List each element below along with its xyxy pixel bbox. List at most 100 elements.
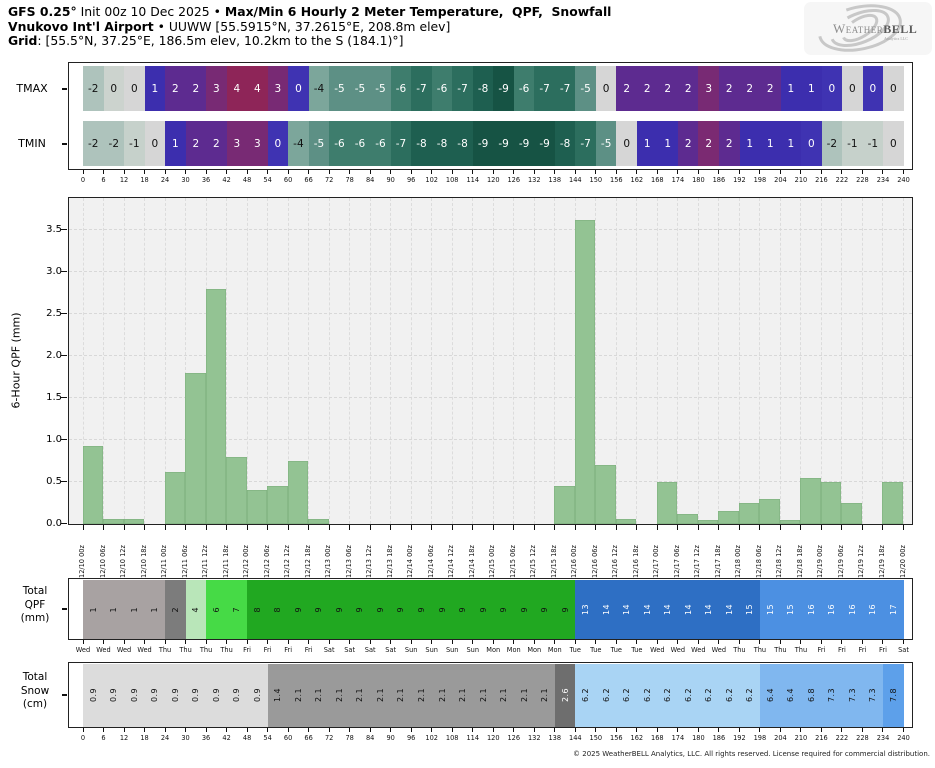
vertical-gridline <box>656 198 658 524</box>
axis-tick <box>164 728 166 732</box>
qpf-total-cell: 9 <box>493 580 514 639</box>
hour-label: 180 <box>692 734 705 742</box>
qpf-total-cell: 9 <box>349 580 371 639</box>
vertical-gridline <box>882 198 884 524</box>
tmin-cell: 3 <box>247 121 268 166</box>
axis-tick <box>62 143 67 145</box>
qpf-total-cell: 9 <box>288 580 309 639</box>
tmax-cell: 2 <box>760 66 781 111</box>
tmax-cell: 3 <box>698 66 719 111</box>
tmin-cell: -6 <box>349 121 371 166</box>
hour-label: 144 <box>569 734 582 742</box>
hour-label: 18 <box>140 176 149 184</box>
axis-tick <box>841 728 843 732</box>
tmax-cell: 2 <box>718 66 740 111</box>
strip-label-line: (cm) <box>22 698 48 710</box>
title-line-3: Grid: [55.5°N, 37.25°E, 186.5m elev, 10.… <box>8 33 611 49</box>
axis-tick <box>205 640 207 644</box>
vertical-gridline <box>308 198 310 524</box>
axis-tick <box>144 640 146 644</box>
hour-label: 132 <box>527 176 541 184</box>
tmax-cell: 0 <box>288 66 309 111</box>
qpf-total-cell: 13 <box>575 580 596 639</box>
qpf-total-cell: 14 <box>677 580 699 639</box>
tmax-cell: 0 <box>103 66 125 111</box>
date-label: 12/10 06z <box>98 545 107 578</box>
snow-total-cell: 2.1 <box>288 664 309 727</box>
hour-label: 240 <box>897 176 910 184</box>
day-label: Mon <box>486 646 501 654</box>
axis-tick <box>308 525 310 530</box>
hour-label: 108 <box>445 176 459 184</box>
day-label: Sat <box>898 646 909 654</box>
axis-tick <box>882 728 884 732</box>
axis-tick <box>144 170 146 174</box>
snow-total-cell: 0.9 <box>103 664 125 727</box>
hour-label: 192 <box>733 734 746 742</box>
qpf-bar <box>226 456 247 524</box>
axis-tick <box>861 525 863 530</box>
day-label: Mon <box>506 646 521 654</box>
vertical-gridline <box>410 198 412 524</box>
date-label: 12/15 06z <box>508 545 517 578</box>
hour-label: 84 <box>365 734 375 742</box>
axis-tick <box>554 640 556 644</box>
day-label: Wed <box>670 646 686 654</box>
snow-total-cell: 7.8 <box>883 664 904 727</box>
date-label: 12/17 12z <box>693 545 702 578</box>
vertical-gridline <box>246 198 248 524</box>
date-label: 12/15 00z <box>488 545 497 578</box>
axis-tick <box>533 728 535 732</box>
axis-tick <box>349 728 351 732</box>
hour-label: 162 <box>630 734 644 742</box>
hour-label: 186 <box>712 176 726 184</box>
axis-tick <box>759 728 761 732</box>
qpf-total-cell: 1 <box>144 580 166 639</box>
axis-tick <box>738 640 740 644</box>
tmax-cell: 0 <box>883 66 904 111</box>
hour-label: 120 <box>486 176 500 184</box>
vertical-gridline <box>103 198 104 524</box>
day-label: Wed <box>116 646 132 654</box>
axis-tick <box>738 170 740 174</box>
axis-tick <box>185 170 187 174</box>
axis-tick <box>308 170 310 174</box>
chart-title: Max/Min 6 Hourly 2 Meter Temperature, QP… <box>224 4 612 19</box>
axis-tick <box>61 396 67 399</box>
qpf-total-cell: 14 <box>718 580 740 639</box>
date-label: 12/16 06z <box>590 545 599 578</box>
tmin-cell: 0 <box>267 121 289 166</box>
tmin-cell: 1 <box>636 121 658 166</box>
date-label: 12/10 18z <box>139 545 148 578</box>
tmax-cell: 4 <box>226 66 248 111</box>
day-label: Fri <box>858 646 867 654</box>
tmax-cell: 1 <box>801 66 822 111</box>
snow-total-cell: 2.1 <box>493 664 514 727</box>
axis-tick <box>62 88 67 90</box>
axis-tick <box>513 640 515 644</box>
axis-tick <box>267 525 269 530</box>
qpf-bar <box>595 465 616 524</box>
qpf-total-cell: 15 <box>739 580 761 639</box>
qpf-bar <box>287 461 309 524</box>
y-axis-label: 6-Hour QPF (mm) <box>9 312 23 409</box>
day-label: Fri <box>817 646 826 654</box>
axis-tick <box>61 312 67 315</box>
qpf-bar <box>308 518 329 524</box>
date-label: 12/11 18z <box>221 545 230 578</box>
tmax-cell: -5 <box>349 66 371 111</box>
tmax-cell: 2 <box>636 66 658 111</box>
axis-tick <box>226 640 228 644</box>
axis-tick <box>841 170 843 174</box>
hour-label: 234 <box>876 176 890 184</box>
axis-tick <box>718 170 720 174</box>
qpf-total-cell: 9 <box>554 580 576 639</box>
snow-total-cell: 6.2 <box>698 664 719 727</box>
axis-tick <box>472 170 474 174</box>
ytick-label: 3.5 <box>46 223 62 235</box>
hour-label: 114 <box>466 734 480 742</box>
tmin-cell: 2 <box>206 121 227 166</box>
qpf-total-cell: 14 <box>595 580 617 639</box>
hour-label: 144 <box>569 176 582 184</box>
